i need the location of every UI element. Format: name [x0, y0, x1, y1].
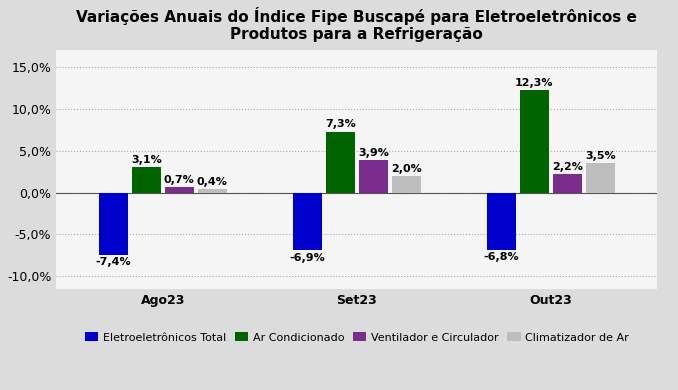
Bar [359, 160, 388, 193]
Bar [198, 189, 227, 193]
Title: Variações Anuais do Índice Fipe Buscapé para Eletroeletrônicos e
Produtos para a: Variações Anuais do Índice Fipe Buscapé … [77, 7, 637, 43]
Text: 7,3%: 7,3% [325, 119, 356, 129]
Text: 3,1%: 3,1% [131, 154, 162, 165]
Bar [487, 193, 516, 250]
Text: 12,3%: 12,3% [515, 78, 553, 88]
Text: -6,9%: -6,9% [290, 253, 325, 263]
Bar [325, 131, 355, 193]
Legend: Eletroeletrônicos Total, Ar Condicionado, Ventilador e Circulador, Climatizador : Eletroeletrônicos Total, Ar Condicionado… [81, 328, 633, 347]
Bar [392, 176, 421, 193]
Bar [132, 167, 161, 193]
Text: 2,2%: 2,2% [552, 162, 582, 172]
Text: 3,5%: 3,5% [585, 151, 616, 161]
Bar [553, 174, 582, 193]
Bar [586, 163, 615, 193]
Text: -6,8%: -6,8% [483, 252, 519, 262]
Text: -7,4%: -7,4% [96, 257, 132, 268]
Text: 0,7%: 0,7% [164, 175, 195, 185]
Bar [165, 187, 194, 193]
Text: 3,9%: 3,9% [358, 148, 388, 158]
Bar [99, 193, 128, 255]
Text: 0,4%: 0,4% [197, 177, 228, 187]
Bar [293, 193, 322, 250]
Text: 2,0%: 2,0% [391, 164, 422, 174]
Bar [520, 90, 549, 193]
